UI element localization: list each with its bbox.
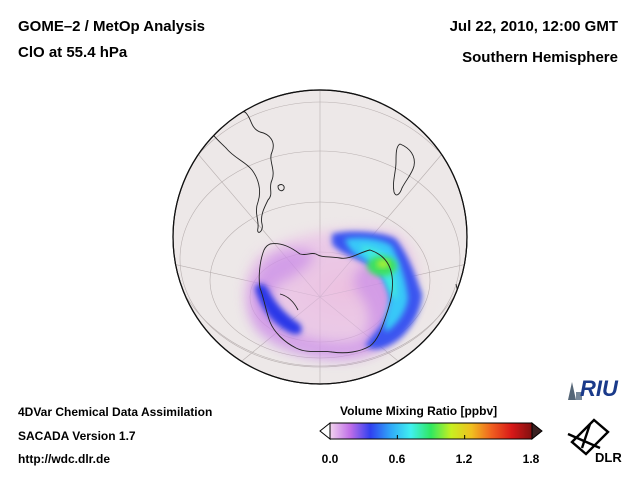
footer-line-1: 4DVar Chemical Data Assimilation xyxy=(18,405,213,419)
footer-line-2: SACADA Version 1.7 xyxy=(18,429,136,443)
map-title: GOME–2 / MetOp Analysis xyxy=(18,18,205,35)
colorbar-tick-label: 0.0 xyxy=(321,452,339,466)
globe-map xyxy=(172,89,468,385)
region-label: Southern Hemisphere xyxy=(462,49,618,66)
colorbar-max-arrow xyxy=(531,421,543,441)
colorbar-tick-label: 1.2 xyxy=(455,452,473,466)
species-label: ClO at 55.4 hPa xyxy=(18,44,128,61)
riu-logo: RIU xyxy=(568,376,619,401)
colorbar-title: Volume Mixing Ratio [ppbv] xyxy=(340,404,498,418)
colorbar-tick-label: 0.6 xyxy=(388,452,406,466)
colorbar xyxy=(319,421,543,441)
dlr-logo: DLR xyxy=(567,418,622,465)
riu-logo-text: RIU xyxy=(580,376,619,401)
colorbar-min-arrow xyxy=(319,421,331,441)
colorbar-tick-label: 1.8 xyxy=(522,452,540,466)
clo-field xyxy=(244,229,422,360)
dlr-logo-text: DLR xyxy=(595,450,622,465)
datetime-label: Jul 22, 2010, 12:00 GMT xyxy=(449,18,618,35)
footer-url: http://wdc.dlr.de xyxy=(18,452,110,466)
colorbar-gradient xyxy=(329,422,533,440)
